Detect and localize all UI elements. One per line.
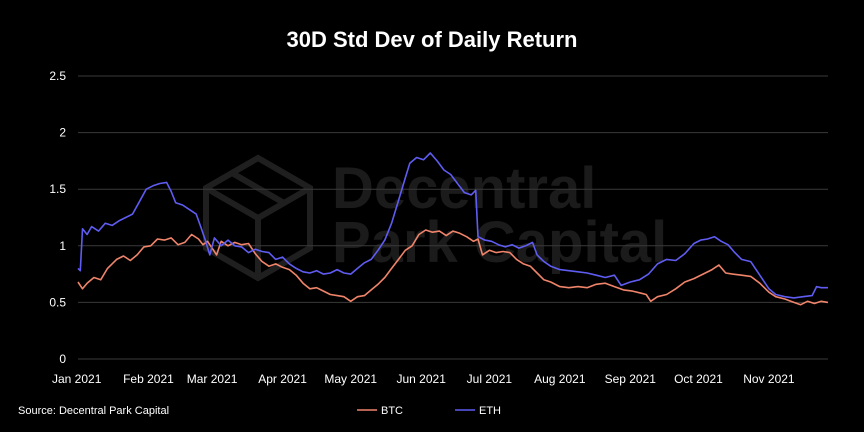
x-tick-label-8: Sep 2021 [605,372,657,386]
legend-item-eth: ETH [455,405,501,417]
y-tick-label-2: 1 [59,239,66,253]
y-tick-label-3: 1.5 [49,182,66,196]
source-note: Source: Decentral Park Capital [18,405,169,417]
watermark-line2: Park Capital [332,210,667,275]
series-line-eth [77,152,828,299]
y-tick-label-4: 2 [59,126,66,140]
x-tick-label-0: Jan 2021 [52,372,102,386]
x-tick-label-6: Jul 2021 [467,372,513,386]
chart-title: 30D Std Dev of Daily Return [287,27,578,52]
watermark: Decentral Park Capital [203,154,667,282]
x-tick-label-1: Feb 2021 [123,372,174,386]
legend-label-eth: ETH [479,405,501,417]
legend-item-btc: BTC [357,405,403,417]
legend-label-btc: BTC [381,405,403,417]
legend: BTC ETH [357,405,501,417]
x-tick-label-5: Jun 2021 [396,372,446,386]
watermark-cube-icon [203,154,313,282]
x-tick-label-2: Mar 2021 [187,372,238,386]
series-lines [77,152,829,306]
grid [78,75,828,360]
x-tick-label-10: Nov 2021 [743,372,795,386]
x-axis-ticks: Jan 2021 Feb 2021 Mar 2021 Apr 2021 May 2021… [52,372,795,386]
y-tick-label-1: 0.5 [49,295,66,309]
x-tick-label-7: Aug 2021 [534,372,586,386]
x-tick-label-9: Oct 2021 [674,372,723,386]
series-line-btc [77,229,829,306]
x-tick-label-4: May 2021 [324,372,377,386]
watermark-line1: Decentral [332,156,596,221]
y-axis-ticks: 0 0.5 1 1.5 2 2.5 [49,69,66,366]
y-tick-label-5: 2.5 [49,69,66,83]
x-tick-label-3: Apr 2021 [258,372,307,386]
y-tick-label-0: 0 [59,352,66,366]
